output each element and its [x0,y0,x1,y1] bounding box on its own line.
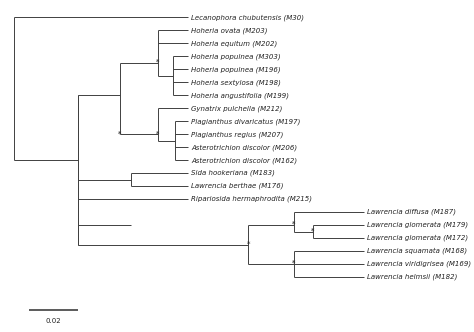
Text: *: * [311,227,314,236]
Text: Gynatrix pulchella (M212): Gynatrix pulchella (M212) [191,105,283,112]
Text: *: * [156,59,159,67]
Text: Sida hookeriana (M183): Sida hookeriana (M183) [191,170,275,176]
Text: Plagianthus divaricatus (M197): Plagianthus divaricatus (M197) [191,118,301,124]
Text: Asterotrichion discolor (M206): Asterotrichion discolor (M206) [191,144,297,150]
Text: Lawrencia viridigrisea (M169): Lawrencia viridigrisea (M169) [367,261,471,267]
Text: *: * [292,260,295,268]
Text: Hoheria ovata (M203): Hoheria ovata (M203) [191,27,267,34]
Text: Hoheria populnea (M196): Hoheria populnea (M196) [191,66,281,73]
Text: Hoheria angustifolia (M199): Hoheria angustifolia (M199) [191,92,289,99]
Text: Lawrencia glomerata (M179): Lawrencia glomerata (M179) [367,222,468,228]
Text: Hoheria populnea (M303): Hoheria populnea (M303) [191,53,281,60]
Text: 0.02: 0.02 [46,318,62,324]
Text: Lawrencia diffusa (M187): Lawrencia diffusa (M187) [367,209,456,215]
Text: Hoheria sextylosa (M198): Hoheria sextylosa (M198) [191,79,281,86]
Text: *: * [247,241,250,249]
Text: Lawrencia squamata (M168): Lawrencia squamata (M168) [367,248,467,254]
Text: Hoheria equitum (M202): Hoheria equitum (M202) [191,40,277,47]
Text: Lawrencia berthae (M176): Lawrencia berthae (M176) [191,183,283,190]
Text: Plagianthus regius (M207): Plagianthus regius (M207) [191,131,283,137]
Text: Lawrencia helmsii (M182): Lawrencia helmsii (M182) [367,274,457,280]
Text: Asterotrichion discolor (M162): Asterotrichion discolor (M162) [191,157,297,164]
Text: *: * [156,130,159,138]
Text: Lawrencia glomerata (M172): Lawrencia glomerata (M172) [367,235,468,241]
Text: *: * [292,221,295,229]
Text: Lecanophora chubutensis (M30): Lecanophora chubutensis (M30) [191,14,304,21]
Text: *: * [118,130,122,138]
Text: Ripariosida hermaphrodita (M215): Ripariosida hermaphrodita (M215) [191,196,312,203]
